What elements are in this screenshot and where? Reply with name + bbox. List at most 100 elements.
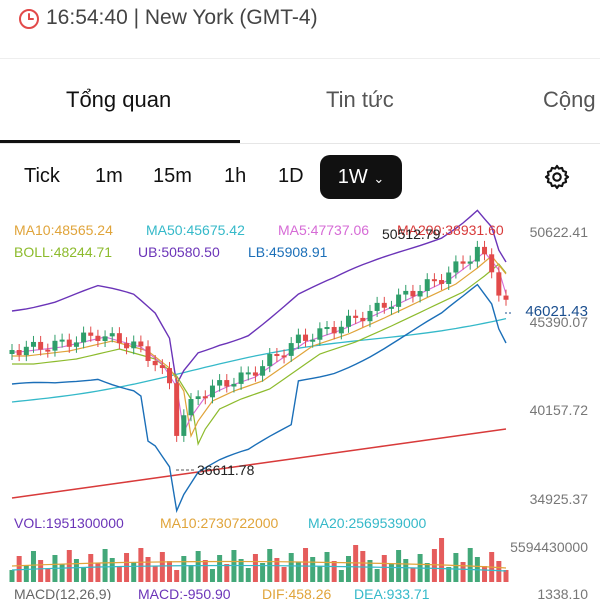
tab-overview[interactable]: Tổng quan bbox=[66, 87, 172, 112]
low-marker-label: 36611.78 bbox=[197, 462, 255, 478]
chevron-down-icon: ⌄ bbox=[373, 171, 385, 186]
ma5-line bbox=[12, 251, 507, 434]
candle-body bbox=[202, 396, 208, 399]
candle bbox=[482, 240, 488, 261]
range-15m[interactable]: 15m bbox=[153, 165, 192, 187]
candle bbox=[145, 340, 151, 367]
candle bbox=[453, 255, 459, 279]
volume-bar bbox=[474, 557, 480, 582]
high-marker-label: 50512.79 bbox=[382, 226, 441, 242]
vol-ma10-label: MA10:2730722000 bbox=[160, 515, 279, 531]
candle bbox=[303, 328, 309, 347]
gear-icon[interactable] bbox=[543, 163, 571, 191]
ma10-line bbox=[12, 255, 507, 439]
candle bbox=[30, 335, 36, 353]
range-1d[interactable]: 1D bbox=[278, 165, 304, 187]
volume-bar bbox=[388, 564, 394, 582]
volume-bar bbox=[238, 559, 244, 582]
volume-bar bbox=[81, 568, 87, 582]
volume-bar bbox=[224, 564, 230, 582]
candle-body bbox=[9, 350, 15, 354]
macd-dea-label: DEA:933.71 bbox=[354, 586, 430, 600]
volume-bar bbox=[317, 566, 323, 582]
candle-body bbox=[45, 349, 51, 352]
volume-bar bbox=[360, 551, 366, 582]
ma50-line bbox=[11, 317, 507, 403]
candle bbox=[345, 309, 351, 333]
vol-label: VOL:1951300000 bbox=[14, 515, 124, 531]
range-tick[interactable]: Tick bbox=[24, 165, 60, 187]
candle bbox=[410, 284, 416, 303]
vol-ma20-label: MA20:2569539000 bbox=[308, 515, 427, 531]
candle bbox=[95, 329, 101, 347]
candle bbox=[209, 379, 215, 404]
volume-bar bbox=[303, 548, 309, 582]
candle-body bbox=[446, 272, 452, 284]
ma5-label: MA5:47737.06 bbox=[278, 222, 369, 238]
candle-body bbox=[489, 254, 495, 273]
candle-body bbox=[331, 327, 337, 334]
volume-bar bbox=[310, 557, 316, 582]
volume-bar bbox=[503, 570, 509, 582]
volume-bar bbox=[295, 562, 301, 582]
candle bbox=[116, 327, 122, 350]
volume-bar bbox=[145, 557, 151, 582]
range-1w[interactable]: 1W ⌄ bbox=[320, 155, 402, 199]
candle-body bbox=[252, 372, 258, 376]
volume-bar bbox=[30, 551, 36, 582]
ma10-label: MA10:48565.24 bbox=[14, 222, 113, 238]
volume-bar bbox=[460, 562, 466, 582]
candle-body bbox=[195, 396, 201, 400]
candle-body bbox=[374, 302, 380, 311]
candle bbox=[324, 321, 330, 336]
candle-body bbox=[410, 290, 416, 297]
volume-bar bbox=[374, 569, 380, 582]
candle-body bbox=[424, 279, 430, 292]
divider bbox=[0, 143, 600, 144]
candle-body bbox=[59, 339, 65, 342]
volume-bar bbox=[124, 553, 130, 582]
volume-bar bbox=[159, 552, 165, 582]
range-1m[interactable]: 1m bbox=[95, 165, 123, 187]
volume-bar bbox=[453, 553, 459, 582]
upper-band-line bbox=[11, 209, 507, 387]
y-axis-label: 50622.41 bbox=[530, 224, 589, 240]
boll-label: BOLL:48244.71 bbox=[14, 244, 112, 260]
candle-body bbox=[88, 332, 94, 336]
y-axis-label: 34925.37 bbox=[530, 491, 589, 507]
volume-bar bbox=[324, 552, 330, 582]
candle bbox=[467, 255, 473, 270]
candle-body bbox=[267, 354, 273, 367]
range-1h[interactable]: 1h bbox=[224, 165, 247, 187]
candle bbox=[474, 240, 480, 268]
candle bbox=[174, 377, 180, 442]
candle-body bbox=[81, 332, 87, 343]
candle bbox=[381, 296, 387, 314]
candle bbox=[396, 288, 402, 313]
candle bbox=[16, 344, 22, 362]
volume-bar bbox=[59, 564, 65, 582]
volume-bar bbox=[88, 554, 94, 582]
volume-bar bbox=[431, 549, 437, 582]
candle bbox=[360, 311, 366, 328]
candle-body bbox=[281, 355, 287, 358]
volume-bar bbox=[467, 548, 473, 582]
candle-body bbox=[353, 315, 359, 318]
candle bbox=[446, 266, 452, 290]
ub-label: UB:50580.50 bbox=[138, 244, 220, 260]
candle-body bbox=[460, 261, 466, 264]
tab-news[interactable]: Tin tức bbox=[326, 87, 394, 112]
candle-body bbox=[288, 343, 294, 356]
tab-community[interactable]: Cộng bbox=[543, 87, 596, 112]
candle bbox=[195, 390, 201, 406]
candle bbox=[281, 349, 287, 364]
volume-bar bbox=[267, 549, 273, 582]
candle-body bbox=[66, 339, 72, 347]
candle-body bbox=[231, 383, 237, 387]
candle-body bbox=[467, 261, 473, 264]
candle bbox=[274, 348, 280, 363]
candle bbox=[317, 322, 323, 346]
range-1w-label: 1W bbox=[337, 166, 368, 188]
volume-bar bbox=[45, 569, 51, 582]
candle bbox=[109, 327, 115, 343]
